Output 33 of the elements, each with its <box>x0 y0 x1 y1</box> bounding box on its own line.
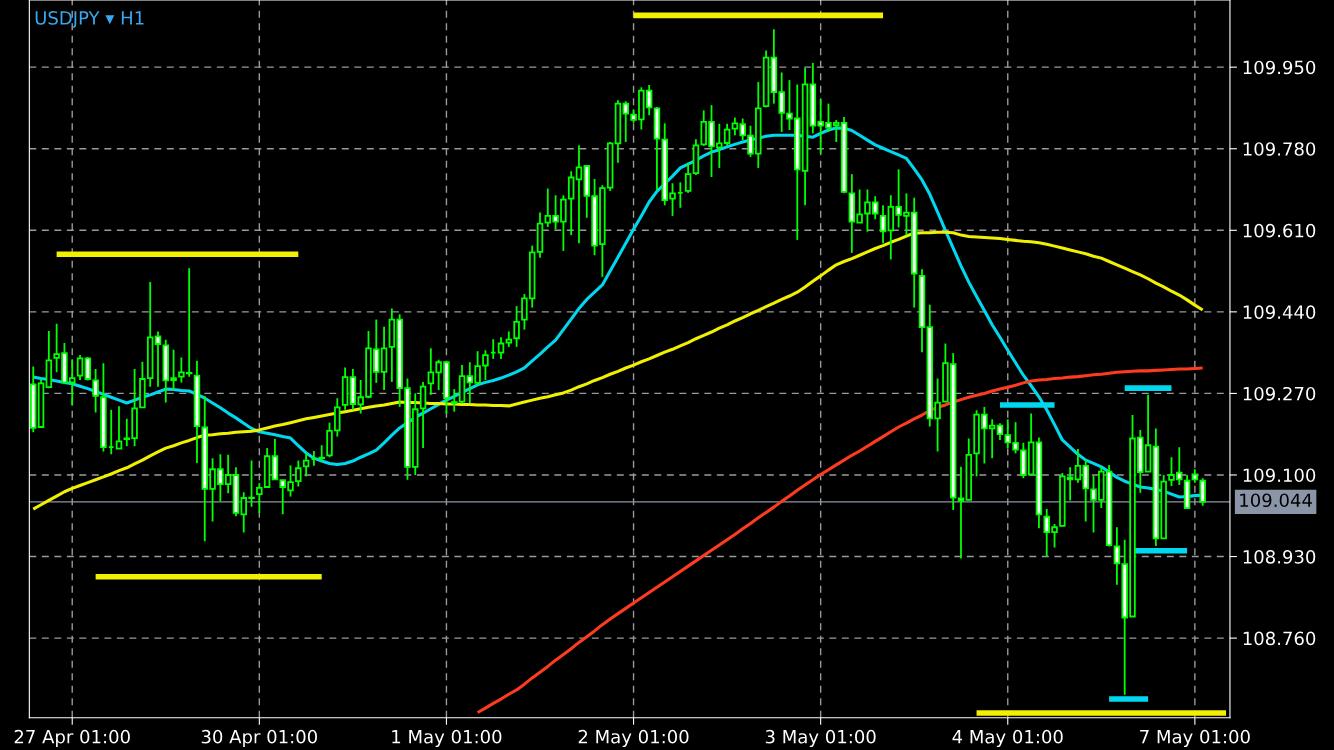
y-tick-label: 109.440 <box>1243 305 1316 319</box>
x-tick-label: 27 Apr 01:00 <box>14 729 130 748</box>
candlestick <box>419 380 427 450</box>
candlestick <box>684 161 692 194</box>
candlestick <box>302 452 310 478</box>
x-tick-label: 4 May 01:00 <box>952 729 1063 748</box>
candlestick <box>450 388 458 413</box>
candlestick <box>957 465 965 560</box>
candlestick <box>76 354 84 381</box>
candlestick <box>1199 477 1206 507</box>
candlestick <box>154 330 162 388</box>
text: USDJPY ▾ H1 <box>35 11 144 29</box>
y-tick-label: 109.950 <box>1243 60 1316 75</box>
line-series <box>476 366 1205 714</box>
candlestick <box>497 336 505 360</box>
candlestick <box>513 305 520 348</box>
candlestick <box>318 444 325 463</box>
candlestick <box>115 405 123 450</box>
ref-line-label: 109.044 <box>1240 493 1312 508</box>
y-tick-label: 109.100 <box>1243 468 1316 483</box>
x-tick-label: 2 May 01:00 <box>578 729 689 748</box>
candlestick <box>879 204 887 245</box>
x-tick-label: 3 May 01:00 <box>765 729 876 748</box>
x-tick-label: 1 May 01:00 <box>392 729 502 748</box>
y-tick-label: 108.760 <box>1243 631 1316 646</box>
y-tick-label: 109.610 <box>1243 223 1316 238</box>
line-series <box>31 230 1205 511</box>
y-tick-label: 108.930 <box>1243 550 1316 564</box>
y-tick-label: 109.780 <box>1243 142 1316 156</box>
candlestick <box>575 144 583 245</box>
y-tick-label: 109.270 <box>1243 386 1316 401</box>
x-tick-label: 7 May 01:00 <box>1140 729 1250 748</box>
x-tick-label: 30 Apr 01:00 <box>201 729 317 748</box>
